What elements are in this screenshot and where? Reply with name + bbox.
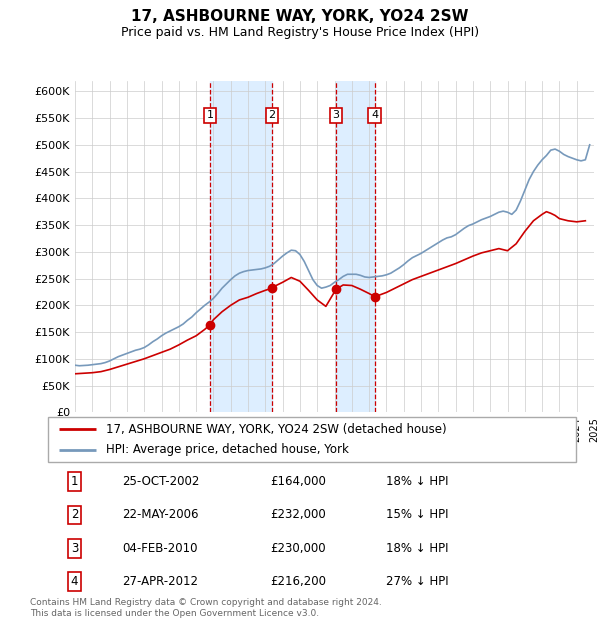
Text: 1: 1 [71,475,78,488]
Text: 4: 4 [71,575,78,588]
Text: 2: 2 [268,110,275,120]
FancyBboxPatch shape [48,417,576,462]
Text: 17, ASHBOURNE WAY, YORK, YO24 2SW: 17, ASHBOURNE WAY, YORK, YO24 2SW [131,9,469,24]
Bar [336,81,374,412]
Text: £164,000: £164,000 [270,475,326,488]
Text: £216,200: £216,200 [270,575,326,588]
Text: £230,000: £230,000 [270,542,325,555]
Text: 04-FEB-2010: 04-FEB-2010 [122,542,197,555]
Text: 3: 3 [71,542,78,555]
Text: 3: 3 [332,110,340,120]
Text: Contains HM Land Registry data © Crown copyright and database right 2024.
This d: Contains HM Land Registry data © Crown c… [30,598,382,618]
Text: £232,000: £232,000 [270,508,326,521]
Text: 18% ↓ HPI: 18% ↓ HPI [386,475,448,488]
Text: 1: 1 [206,110,214,120]
Text: 17, ASHBOURNE WAY, YORK, YO24 2SW (detached house): 17, ASHBOURNE WAY, YORK, YO24 2SW (detac… [106,423,447,436]
Text: 18% ↓ HPI: 18% ↓ HPI [386,542,448,555]
Text: 25-OCT-2002: 25-OCT-2002 [122,475,199,488]
Text: Price paid vs. HM Land Registry's House Price Index (HPI): Price paid vs. HM Land Registry's House … [121,26,479,39]
Text: 27% ↓ HPI: 27% ↓ HPI [386,575,449,588]
Text: 2: 2 [71,508,78,521]
Text: 27-APR-2012: 27-APR-2012 [122,575,198,588]
Text: 22-MAY-2006: 22-MAY-2006 [122,508,199,521]
Text: 4: 4 [371,110,378,120]
Text: HPI: Average price, detached house, York: HPI: Average price, detached house, York [106,443,349,456]
Bar [210,81,272,412]
Text: 15% ↓ HPI: 15% ↓ HPI [386,508,448,521]
